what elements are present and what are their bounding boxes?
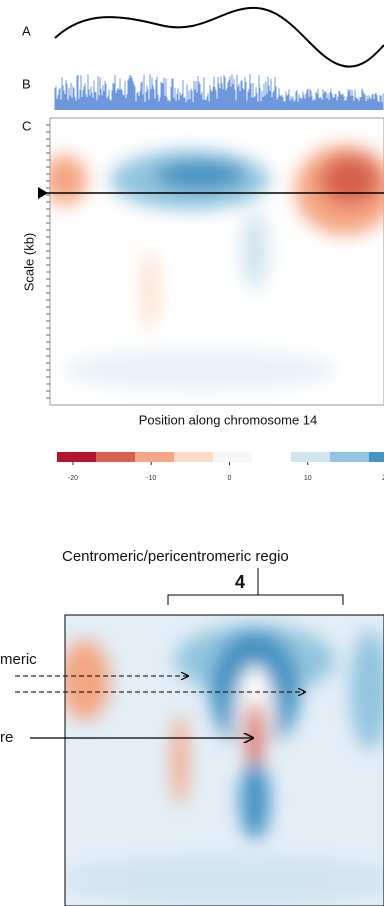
side-label: meric bbox=[0, 651, 37, 668]
bracket bbox=[167, 594, 344, 605]
panel-label: C bbox=[22, 118, 31, 133]
x-axis-label: Position along chromosome 14 bbox=[139, 412, 318, 427]
zoom-border bbox=[64, 614, 384, 906]
colorbar-tick-label: 0 bbox=[228, 475, 232, 482]
panel-label: B bbox=[22, 76, 31, 91]
colorbar-swatch bbox=[252, 452, 291, 462]
side-label: re bbox=[0, 729, 13, 746]
pointer bbox=[38, 187, 48, 199]
colorbar-swatch bbox=[213, 452, 252, 462]
y-axis-label: Scale (kb) bbox=[21, 233, 36, 292]
colorbar: -20 -10 0 10 20 bbox=[57, 452, 384, 482]
colorbar-tick-label: -10 bbox=[146, 475, 156, 482]
signal-bars bbox=[54, 74, 384, 110]
colorbar-swatch bbox=[369, 452, 384, 462]
bar-trace bbox=[54, 74, 384, 110]
colorbar-swatch bbox=[174, 452, 213, 462]
bracket-label: 4 bbox=[235, 572, 245, 592]
zoom-title: Centromeric/pericentromeric regio bbox=[62, 548, 289, 565]
colorbar-swatch bbox=[135, 452, 174, 462]
zoom-heatmap bbox=[65, 625, 384, 905]
colorbar-tick-label: -20 bbox=[68, 475, 78, 482]
colorbar-tick-label: 20 bbox=[382, 475, 384, 482]
colorbar-swatch bbox=[57, 452, 96, 462]
colorbar-swatch bbox=[291, 452, 330, 462]
colorbar-swatch bbox=[330, 452, 369, 462]
y-axis-ticks bbox=[46, 124, 50, 399]
colorbar-tick-label: 10 bbox=[304, 475, 312, 482]
signal-wave bbox=[54, 6, 384, 68]
panel-label: A bbox=[22, 23, 31, 38]
colorbar-swatch bbox=[96, 452, 135, 462]
